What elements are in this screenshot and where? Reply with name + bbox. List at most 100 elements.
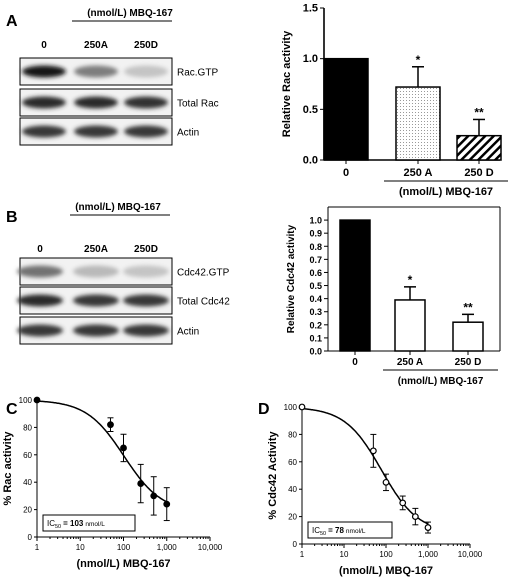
data-point [107,421,114,429]
x-category-label: 250 D [464,167,493,179]
y-tick-label: 0.2 [309,320,322,330]
x-tick-label: 10 [76,543,85,552]
lane-label: 0 [37,244,43,255]
western-blot-a: (nmol/L) MBQ-167 0 250A 250D Rac.GTP Total Ra… [19,8,219,146]
y-tick-label: 0 [293,540,298,549]
blot-band [17,294,63,307]
x-tick-label: 100 [117,543,131,552]
x-tick-label: 1 [300,550,305,559]
bar-chart-rac: 0.0 0.5 1.0 1.5 Relative Rac activity 0 * 250 A… [281,3,508,198]
y-tick-label: 0.4 [309,294,322,304]
fit-curve [301,407,429,525]
ic50-box [307,521,393,539]
dose-response-cdc42: 0 20 40 60 80 100 1 10 100 1,000 10,000 % Cdc42 Act… [267,403,483,577]
x-category-label: 250 A [404,167,433,179]
blot-row-label: Actin [177,128,199,139]
ic50-box [42,514,136,532]
lane-label: 250D [134,244,158,255]
bar [452,321,484,352]
blot-row-label: Total Rac [177,99,219,110]
ic50-annotation: IC50 = 78 nmol/L [312,526,366,537]
significance-marker: ** [463,300,473,314]
blot-band [73,294,119,307]
data-point [369,447,377,455]
blot-band [123,294,169,307]
y-tick-label: 60 [288,458,297,467]
bar [323,57,369,161]
ic50-label: IC [312,526,320,535]
bar [394,299,426,352]
y-tick-label: 0.0 [303,155,318,167]
data-point [382,478,390,486]
data-point [150,492,158,500]
ic50-label: IC [47,519,55,528]
blot-band [74,96,118,109]
y-axis-label: % Cdc42 Activity [267,431,279,520]
x-category-label: 250 A [397,357,423,368]
blot-band [124,125,168,138]
data-point [399,499,407,507]
y-tick-label: 20 [23,506,32,515]
bar [339,219,371,352]
blot-row-label: Total Cdc42 [177,297,230,308]
y-tick-label: 100 [284,403,298,412]
y-axis-label: % Rac activity [2,431,14,506]
x-axis-label: (nmol/L) MBQ-167 [398,376,484,387]
x-tick-label: 1 [35,543,40,552]
y-axis-label: Relative Rac activity [281,30,293,137]
fit-curve [37,400,168,503]
x-axis-label: (nmol/L) MBQ-167 [399,186,493,198]
y-tick-label: 0.5 [303,104,318,116]
x-tick-label: 1,000 [418,550,439,559]
bar [395,86,441,161]
y-tick-label: 0.3 [309,307,322,317]
ic50-subscript: 50 [55,524,61,530]
blot-band [74,125,118,138]
lane-label: 0 [41,40,47,51]
x-category-label: 0 [343,167,349,179]
y-tick-label: 60 [23,451,32,460]
treatment-label: (nmol/L) MBQ-167 [87,8,173,19]
blot-band [124,96,168,109]
panel-letter-a: A [6,13,18,30]
blot-row-label: Actin [177,327,199,338]
y-tick-label: 40 [23,478,32,487]
y-tick-label: 20 [288,513,297,522]
dose-response-rac: 0 20 40 60 80 100 1 10 100 1,000 10,000 % Rac activ… [2,396,223,570]
x-tick-label: 10,000 [458,550,483,559]
treatment-label: (nmol/L) MBQ-167 [75,202,161,213]
y-tick-label: 100 [19,396,33,405]
blot-band [17,265,63,278]
data-point [120,444,127,452]
y-tick-label: 1.5 [303,3,318,15]
y-tick-label: 0.8 [309,242,322,252]
x-category-label: 0 [352,357,358,368]
x-tick-label: 100 [379,550,393,559]
blot-band [73,324,119,337]
y-tick-label: 0.7 [309,255,322,265]
significance-marker: ** [474,105,484,119]
blot-row-label: Cdc42.GTP [177,268,230,279]
ic50-value: = 103 [63,519,84,528]
x-axis-label: (nmol/L) MBQ-167 [76,558,170,570]
ic50-subscript: 50 [320,531,326,537]
lane-label: 250D [134,40,158,51]
blot-band [22,65,66,78]
blot-row-label: Rac.GTP [177,68,218,79]
blot-band [22,96,66,109]
panel-letter-c: C [6,401,18,418]
y-tick-label: 0.5 [309,281,322,291]
y-tick-label: 0.9 [309,229,322,239]
x-tick-label: 10,000 [198,543,223,552]
y-tick-label: 80 [23,423,32,432]
x-tick-label: 10 [340,550,349,559]
ic50-annotation: IC50 = 103 nmol/L [47,519,105,530]
data-point [163,500,171,508]
blot-band [17,324,63,337]
y-tick-label: 40 [288,485,297,494]
data-point [424,524,432,531]
data-point [137,480,145,487]
y-tick-label: 0.1 [309,333,322,343]
significance-marker: * [416,53,421,67]
